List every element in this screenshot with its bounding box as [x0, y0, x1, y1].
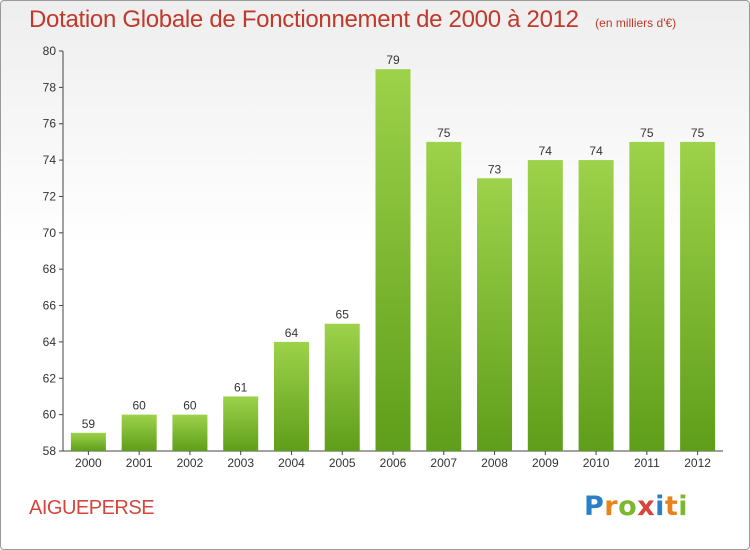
x-tick-label: 2009: [532, 456, 559, 470]
title-row: Dotation Globale de Fonctionnement de 20…: [29, 6, 676, 34]
logo-letter: i: [678, 491, 689, 522]
bar-value-label: 74: [589, 144, 603, 158]
bar-value-label: 73: [488, 162, 502, 176]
bar: [578, 160, 614, 451]
x-tick-label: 2008: [481, 456, 508, 470]
x-tick-label: 2004: [278, 456, 305, 470]
bar: [121, 414, 157, 451]
bar-value-label: 64: [285, 326, 299, 340]
logo-letter: o: [618, 491, 638, 522]
axes: 58 60 62 64 66 68 70 72 74 76 78 80 2000 2001 2002 2003…: [43, 44, 723, 470]
bar: [273, 341, 309, 451]
commune-name: AIGUEPERSE: [29, 497, 155, 519]
bar-value-label: 59: [82, 417, 96, 431]
x-tick-label: 2012: [684, 456, 711, 470]
bars-group: 59 60 60 61 64 65 79 75 73 74 74 75 75: [70, 53, 716, 452]
logo-letter: P: [584, 491, 605, 522]
y-tick-label: 74: [43, 153, 57, 167]
x-tick-label: 2002: [177, 456, 204, 470]
x-tick-label: 2006: [380, 456, 407, 470]
bar: [426, 141, 462, 451]
chart-title: Dotation Globale de Fonctionnement de 20…: [29, 6, 579, 33]
bar: [223, 396, 259, 451]
bar-value-label: 75: [640, 126, 654, 140]
logo-letter: t: [664, 491, 679, 522]
bar: [324, 323, 360, 451]
bar-value-label: 60: [183, 399, 197, 413]
bar-value-label: 74: [539, 144, 553, 158]
x-tick-label: 2003: [227, 456, 254, 470]
bar: [527, 160, 563, 451]
y-tick-label: 66: [43, 299, 57, 313]
bar: [70, 432, 106, 451]
chart-subtitle: (en milliers d'€): [595, 16, 677, 30]
x-tick-label: 2005: [329, 456, 356, 470]
bar-value-label: 75: [691, 126, 705, 140]
y-tick-label: 58: [43, 444, 57, 458]
bar: [629, 141, 665, 451]
y-tick-label: 76: [43, 117, 57, 131]
bar-value-label: 65: [336, 308, 350, 322]
bar-value-label: 60: [132, 399, 146, 413]
bar-value-label: 61: [234, 380, 248, 394]
y-tick-label: 72: [43, 189, 57, 203]
x-tick-label: 2000: [75, 456, 102, 470]
logo-letter: r: [604, 491, 619, 522]
bar: [172, 414, 208, 451]
bar: [375, 69, 411, 451]
bar: [477, 178, 513, 452]
y-tick-label: 62: [43, 371, 57, 385]
bar: [680, 141, 716, 451]
x-tick-label: 2007: [430, 456, 457, 470]
y-tick-label: 70: [43, 226, 57, 240]
x-tick-label: 2011: [634, 456, 660, 470]
bar-value-label: 75: [437, 126, 451, 140]
y-tick-label: 60: [43, 408, 57, 422]
y-tick-label: 68: [43, 262, 57, 276]
x-tick-label: 2001: [126, 456, 153, 470]
y-tick-label: 80: [43, 44, 57, 58]
y-tick-label: 64: [43, 335, 57, 349]
x-tick-label: 2010: [583, 456, 610, 470]
logo-letter: i: [655, 491, 665, 522]
y-tick-label: 78: [43, 80, 57, 94]
logo-letter: x: [637, 491, 656, 522]
proxiti-logo: Proxiti: [584, 491, 688, 522]
bar-value-label: 79: [386, 53, 400, 67]
